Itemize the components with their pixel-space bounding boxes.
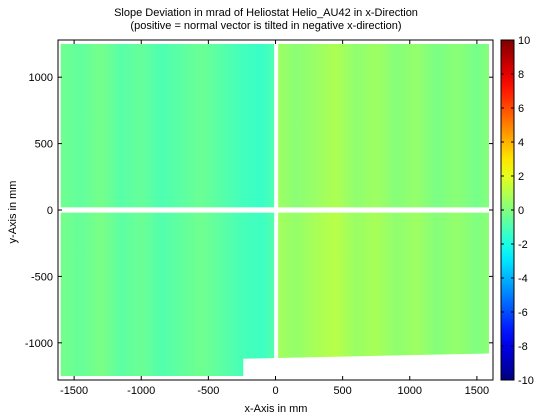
chart-title: Slope Deviation in mrad of Heliostat Hel… [114, 7, 418, 19]
y-axis: -1000 -500 0 500 1000 [25, 72, 493, 350]
y-tick-label: 0 [47, 205, 53, 217]
y-axis-label: y-Axis in mm [7, 181, 19, 244]
colorbar-tick-label: -2 [518, 239, 528, 251]
colorbar-tick-label: 0 [518, 205, 524, 217]
heatmap-facet-top-right [278, 43, 489, 208]
heatmap-facet-bottom-right [278, 212, 489, 377]
colorbar-tick-label: -10 [518, 375, 534, 387]
x-tick-label: -500 [197, 385, 219, 397]
y-tick-label: 1000 [29, 72, 53, 84]
y-tick-label: -1000 [25, 338, 53, 350]
colorbar: -10 -8 -6 -4 -2 0 2 4 6 8 10 [500, 35, 534, 387]
y-tick-label: 500 [35, 139, 53, 151]
y-tick-label: -500 [31, 271, 53, 283]
missing-data-region [60, 353, 494, 380]
colorbar-tick-label: 4 [518, 137, 524, 149]
x-axis: -1500 -1000 -500 0 500 1000 1500 [60, 40, 489, 397]
heatmap-facet-top-left [60, 43, 275, 208]
heatmap-facet-bottom-left [60, 212, 275, 377]
x-tick-label: 0 [272, 385, 278, 397]
colorbar-tick-label: 6 [518, 103, 524, 115]
colorbar-tick-label: -6 [518, 307, 528, 319]
x-tick-label: 1500 [465, 385, 489, 397]
chart-subtitle: (positive = normal vector is tilted in n… [130, 20, 401, 32]
x-tick-label: -1500 [60, 385, 88, 397]
x-tick-label: 500 [333, 385, 351, 397]
colorbar-tick-label: 2 [518, 171, 524, 183]
colorbar-tick-label: -8 [518, 341, 528, 353]
colorbar-tick-label: 10 [518, 35, 530, 47]
x-tick-label: -1000 [127, 385, 155, 397]
colorbar-tick-label: -4 [518, 273, 528, 285]
colorbar-tick-label: 8 [518, 69, 524, 81]
x-tick-label: 1000 [398, 385, 422, 397]
x-axis-label: x-Axis in mm [245, 403, 308, 415]
plot-area [57, 39, 494, 381]
